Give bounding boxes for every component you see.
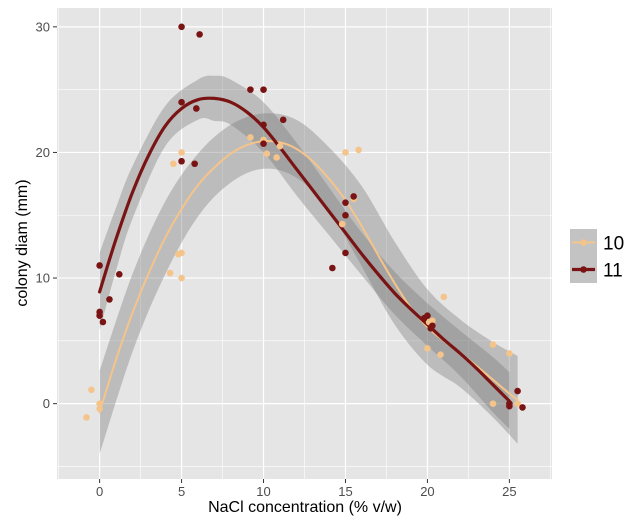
data-point-series-10	[273, 154, 280, 161]
y-axis-title: colony diam (mm)	[14, 179, 31, 306]
x-tick-label: 25	[502, 484, 516, 499]
data-point-series-11	[96, 312, 103, 320]
fit-lines	[98, 96, 519, 414]
axis-ticks: 0 5 10 15 20 25 0 10 20 30	[36, 19, 517, 499]
data-point-series-11	[279, 116, 287, 124]
gridlines	[57, 8, 552, 479]
data-point-series-11	[350, 193, 357, 200]
data-point-series-11	[115, 270, 123, 278]
data-point-series-11	[247, 86, 254, 93]
y-tick-label: 0	[43, 396, 50, 411]
data-point-series-11	[193, 105, 200, 112]
data-point-series-10	[338, 220, 346, 228]
data-point-series-11	[260, 140, 267, 147]
data-point-series-11	[178, 23, 185, 31]
data-point-series-11	[342, 211, 349, 219]
data-point-series-10	[247, 134, 254, 141]
data-point-series-10	[263, 150, 271, 157]
data-point-series-10	[437, 351, 444, 358]
data-point-series-10	[355, 146, 362, 154]
data-point-series-11	[178, 157, 185, 165]
data-point-series-11	[178, 98, 185, 106]
data-point-series-11	[506, 402, 513, 410]
data-point-series-10	[96, 400, 103, 407]
x-axis-title: NaCl concentration (% v/w)	[208, 499, 402, 516]
x-tick-label: 20	[420, 484, 434, 499]
confidence-bands	[99, 75, 518, 454]
x-tick-label: 15	[338, 484, 352, 499]
data-point-series-10	[178, 149, 185, 156]
data-point-series-10	[88, 386, 95, 394]
data-point-series-10	[276, 142, 284, 150]
data-point-series-11	[514, 387, 521, 395]
data-point-series-11	[260, 121, 267, 129]
data-point-series-10	[506, 350, 513, 357]
data-point-series-10	[83, 414, 90, 421]
legend-label-series-11: 11	[603, 261, 623, 282]
data-point-series-10	[170, 160, 177, 168]
data-point-series-10	[440, 293, 448, 301]
data-point-series-10	[96, 405, 103, 412]
confidence-band-series-10	[99, 113, 518, 454]
data-point-series-11	[342, 199, 349, 206]
legend-label-series-10: 10	[603, 234, 624, 255]
data-point-series-11	[429, 322, 436, 330]
data-point-series-11	[99, 318, 107, 326]
x-tick-label: 10	[256, 484, 270, 499]
data-point-series-11	[519, 404, 526, 411]
data-point-series-10	[429, 317, 436, 325]
data-point-series-11	[96, 262, 103, 269]
data-point-series-10	[166, 269, 174, 277]
legend-key-point	[580, 239, 587, 246]
data-point-series-11	[260, 86, 267, 93]
y-tick-label: 30	[36, 19, 50, 34]
legend-key-point	[580, 266, 587, 273]
data-point-series-11	[424, 312, 431, 320]
data-point-series-10	[489, 400, 497, 407]
data-point-series-10	[514, 400, 521, 407]
data-point-series-10	[342, 149, 349, 156]
fit-line-series-11	[98, 96, 511, 403]
data-point-series-10	[178, 249, 185, 257]
data-point-series-11	[196, 31, 203, 38]
data-point-series-11	[106, 296, 113, 303]
data-point-series-10	[489, 341, 497, 348]
x-tick-label: 5	[178, 484, 185, 499]
x-tick-label: 0	[96, 484, 103, 499]
data-point-series-11	[342, 249, 349, 257]
data-point-series-10	[178, 274, 185, 282]
y-tick-label: 20	[36, 145, 50, 160]
y-tick-label: 10	[36, 271, 50, 286]
data-point-series-10	[424, 345, 431, 352]
data-point-series-11	[191, 160, 198, 168]
data-point-series-11	[329, 264, 336, 272]
data-points	[83, 23, 526, 421]
